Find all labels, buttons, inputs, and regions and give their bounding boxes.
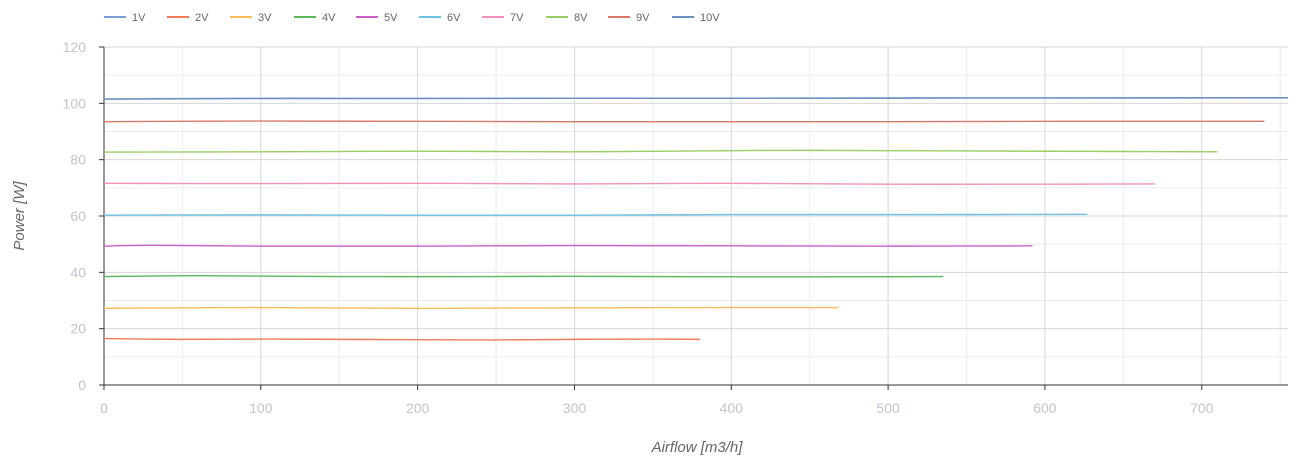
series-line-6v	[103, 213, 1088, 216]
legend-label: 5V	[384, 12, 398, 24]
legend-item-3v[interactable]: 3V	[230, 12, 272, 24]
series-line-10v	[103, 97, 1289, 100]
y-tick-label: 0	[78, 377, 86, 393]
legend-label: 1V	[132, 12, 146, 24]
y-tick-label: 40	[70, 264, 86, 280]
x-tick-label: 500	[876, 400, 900, 416]
legend-item-1v[interactable]: 1V	[104, 12, 146, 24]
legend-item-8v[interactable]: 8V	[546, 12, 588, 24]
legend-label: 9V	[636, 12, 650, 24]
x-tick-label: 400	[720, 400, 744, 416]
legend-label: 10V	[700, 12, 720, 24]
legend-item-2v[interactable]: 2V	[167, 12, 209, 24]
x-axis-title: Airflow [m3/h]	[651, 439, 744, 456]
grid	[104, 46, 1288, 385]
series-line-2v	[103, 337, 700, 341]
x-tick-label: 200	[406, 400, 430, 416]
legend-item-9v[interactable]: 9V	[608, 12, 650, 24]
x-tick-label: 0	[100, 400, 108, 416]
y-axis-title: Power [W]	[11, 181, 28, 251]
x-tick-label: 700	[1190, 400, 1214, 416]
legend-label: 4V	[322, 12, 336, 24]
legend-label: 7V	[510, 12, 524, 24]
axes: 0 100 200 300 400 500 600 700 0 20 40 60 80 100 120	[63, 39, 1288, 416]
x-tick-label: 600	[1033, 400, 1057, 416]
y-tick-label: 20	[70, 321, 86, 337]
series-line-9v	[103, 120, 1265, 123]
series-line-7v	[103, 182, 1155, 185]
legend-item-10v[interactable]: 10V	[672, 12, 720, 24]
y-tick-label: 80	[70, 152, 86, 168]
y-tick-label: 120	[63, 39, 87, 55]
legend-item-7v[interactable]: 7V	[482, 12, 524, 24]
legend-item-5v[interactable]: 5V	[356, 12, 398, 24]
series-lines	[103, 97, 1289, 341]
legend-label: 6V	[447, 12, 461, 24]
series-line-8v	[103, 149, 1218, 153]
x-tick-label: 300	[563, 400, 587, 416]
legend: 1V 2V 3V 4V 5V 6V 7V 8V 9V 10V	[104, 12, 720, 24]
legend-item-6v[interactable]: 6V	[419, 12, 461, 24]
legend-label: 2V	[195, 12, 209, 24]
series-line-4v	[103, 275, 943, 278]
x-tick-label: 100	[249, 400, 273, 416]
legend-label: 3V	[258, 12, 272, 24]
legend-label: 8V	[574, 12, 588, 24]
series-line-3v	[103, 306, 838, 310]
legend-item-4v[interactable]: 4V	[294, 12, 336, 24]
y-tick-label: 60	[70, 208, 86, 224]
y-tick-label: 100	[63, 95, 87, 111]
series-line-5v	[103, 244, 1033, 247]
